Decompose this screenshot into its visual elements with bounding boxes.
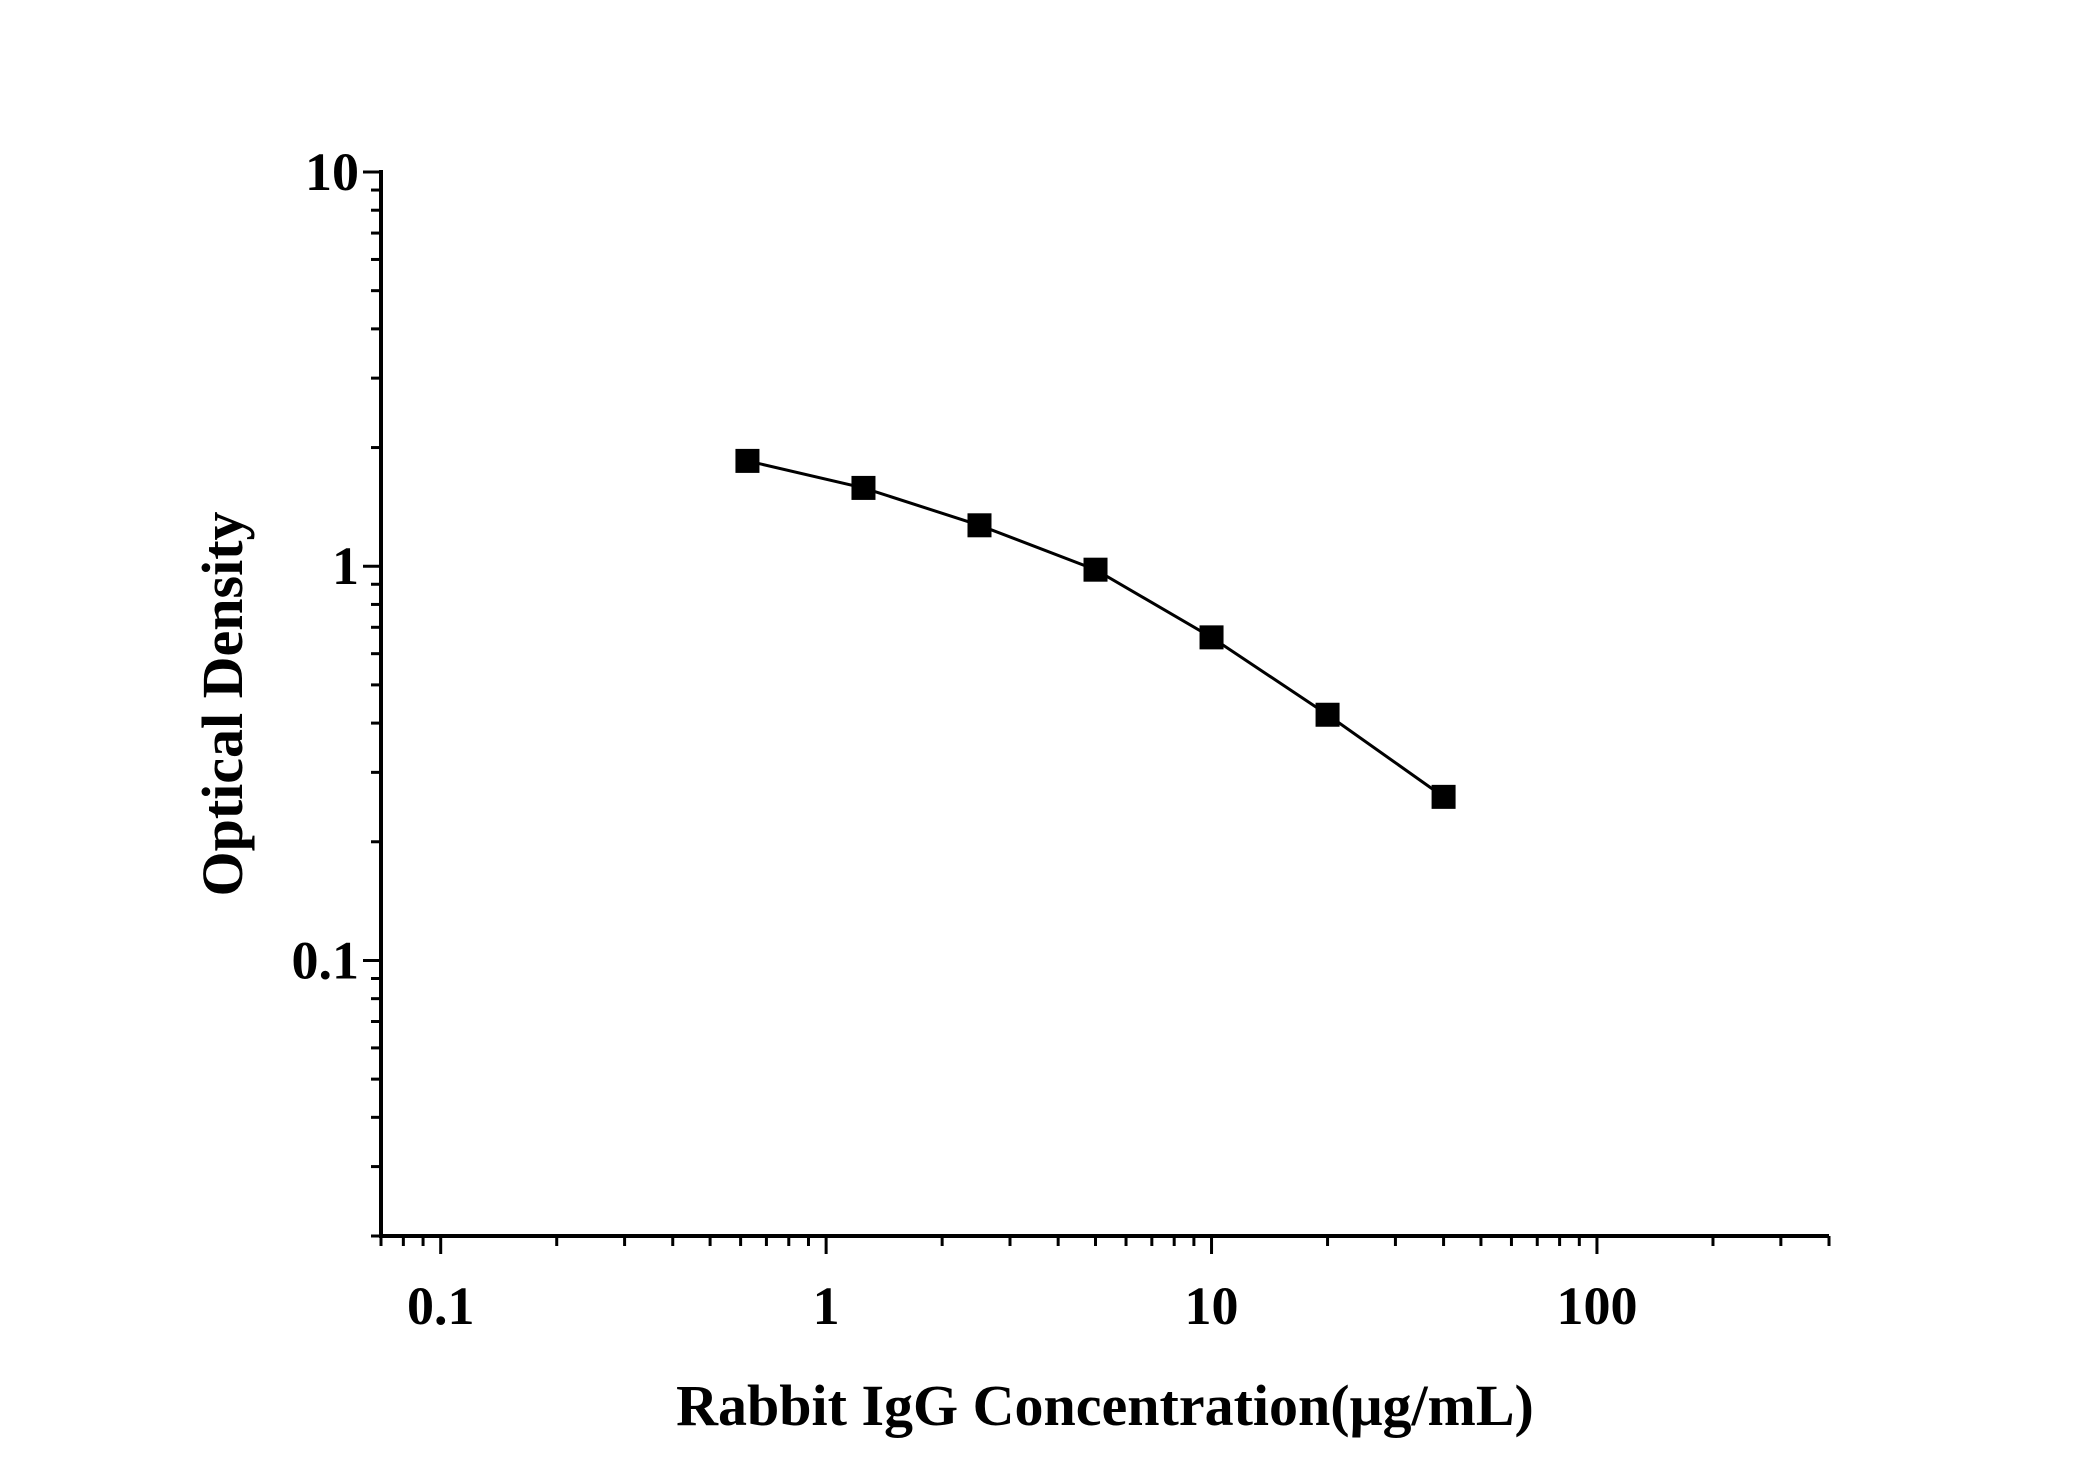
data-point-marker bbox=[1315, 702, 1340, 727]
y-axis-title: Optical Density bbox=[190, 511, 255, 896]
x-tick-label: 0.1 bbox=[407, 1276, 475, 1336]
x-tick-label: 10 bbox=[1185, 1276, 1239, 1336]
data-point-marker bbox=[851, 475, 876, 500]
data-point-marker bbox=[967, 513, 992, 538]
data-point-marker bbox=[1199, 625, 1224, 650]
x-axis-title: Rabbit IgG Concentration(μg/mL) bbox=[676, 1373, 1534, 1438]
y-tick-label: 0.1 bbox=[292, 930, 360, 990]
series-line bbox=[747, 459, 1445, 799]
tick-labels: 0.1 1 10 100 0.1 1 10 bbox=[292, 142, 1638, 1336]
axes bbox=[379, 170, 1829, 1238]
ticks bbox=[363, 170, 1831, 1254]
x-tick-label: 1 bbox=[813, 1276, 840, 1336]
y-tick-label: 10 bbox=[305, 142, 359, 202]
series bbox=[735, 448, 1456, 809]
data-point-marker bbox=[735, 448, 760, 473]
y-tick-label: 1 bbox=[332, 536, 359, 596]
data-point-marker bbox=[1083, 557, 1108, 582]
data-point-marker bbox=[1431, 784, 1456, 809]
x-tick-label: 100 bbox=[1556, 1276, 1637, 1336]
